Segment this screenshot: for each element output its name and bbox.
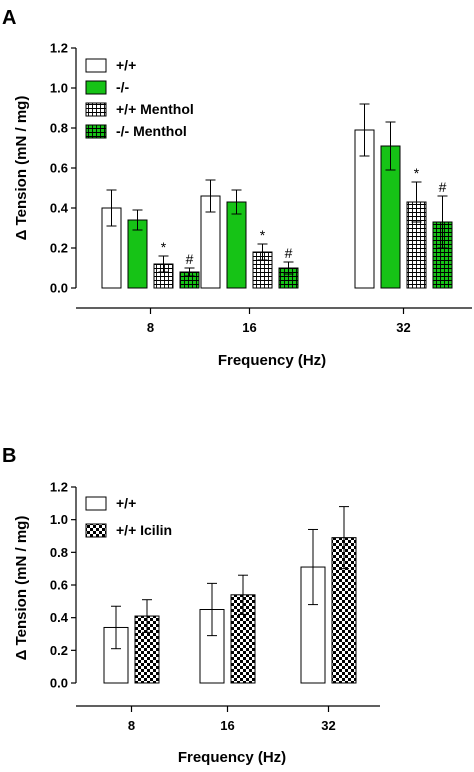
panel-a-x-axis-label: Frequency (Hz)	[218, 352, 326, 369]
panel-b-x-tick-label: 8	[128, 718, 135, 733]
panel-a-y-tick-label: 0.2	[50, 241, 68, 256]
panel-a-x-ticks: 8 16 32	[147, 308, 411, 335]
panel-a-x-tick-label: 32	[396, 320, 410, 335]
panel-a-legend: +/+ -/- +/+ Menthol -/- Menthol	[85, 57, 194, 139]
panel-a-legend-label: -/-	[116, 79, 130, 95]
panel-a-label: A	[2, 7, 16, 29]
panel-a-legend-swatch	[85, 58, 107, 73]
panel-a-y-ticks: 0.0 0.2 0.4 0.6 0.8 1.0 1.2	[50, 41, 76, 296]
panel-a-y-axis-label: Δ Tension (mN / mg)	[13, 96, 30, 241]
panel-a-y-tick-label: 1.2	[50, 41, 68, 56]
panel-b-legend-swatch	[85, 496, 107, 511]
panel-a-y-tick-label: 0.4	[50, 201, 69, 216]
panel-b-y-tick-label: 1.2	[50, 480, 68, 495]
panel-a: A Δ Tension (mN / mg) Frequency (Hz) 0.0…	[2, 7, 472, 369]
panel-a-significance-mark: *	[161, 239, 167, 255]
panel-b-y-tick-label: 0.4	[50, 610, 69, 625]
panel-a-legend-label: +/+	[116, 57, 136, 73]
panel-a-significance-mark: #	[285, 245, 293, 261]
panel-a-significance-mark: *	[260, 227, 266, 243]
panel-b-legend-label: +/+	[116, 495, 136, 511]
panel-b-x-tick-label: 16	[220, 718, 234, 733]
panel-a-y-tick-label: 1.0	[50, 81, 68, 96]
panel-a-legend-label: +/+ Menthol	[116, 101, 194, 117]
panel-b-y-tick-label: 0.2	[50, 643, 68, 658]
panel-b-y-tick-label: 0.8	[50, 545, 68, 560]
panel-b-y-tick-label: 0.6	[50, 578, 68, 593]
panel-a-significance-mark: #	[186, 251, 194, 267]
panel-a-y-tick-label: 0.0	[50, 281, 68, 296]
panel-a-legend-swatch	[85, 124, 107, 139]
panel-a-legend-label: -/- Menthol	[116, 123, 187, 139]
panel-b-y-tick-label: 0.0	[50, 676, 68, 691]
panel-b-legend: +/+ +/+ Icilin	[85, 495, 172, 538]
panel-a-bar	[226, 201, 247, 289]
panel-a-significance-mark: #	[439, 179, 447, 195]
panel-a-x-tick-label: 16	[242, 320, 256, 335]
panel-b-axes	[75, 487, 380, 707]
panel-a-legend-swatch	[85, 80, 107, 95]
panel-b-x-axis-label: Frequency (Hz)	[178, 749, 286, 766]
panel-a-y-tick-label: 0.6	[50, 161, 68, 176]
panel-b-legend-swatch	[85, 523, 107, 538]
panel-b-y-tick-label: 1.0	[50, 512, 68, 527]
panel-a-significance-mark: *	[414, 165, 420, 181]
panel-a-y-tick-label: 0.8	[50, 121, 68, 136]
panel-b-x-ticks: 8 16 32	[128, 706, 336, 733]
panel-b-x-tick-label: 32	[321, 718, 335, 733]
panel-b-y-ticks: 0.0 0.2 0.4 0.6 0.8 1.0 1.2	[50, 480, 76, 691]
panel-b-label: B	[2, 445, 16, 467]
panel-a-legend-swatch	[85, 102, 107, 117]
panel-a-bars: * # * # * #	[101, 103, 453, 289]
panel-a-x-tick-label: 8	[147, 320, 154, 335]
panel-b-legend-label: +/+ Icilin	[116, 522, 172, 538]
panel-b-y-axis-label: Δ Tension (mN / mg)	[13, 516, 30, 661]
panel-b: B Δ Tension (mN / mg) Frequency (Hz) 0.0…	[2, 445, 380, 766]
panel-a-axes	[75, 48, 472, 309]
panel-b-bars	[103, 506, 357, 684]
